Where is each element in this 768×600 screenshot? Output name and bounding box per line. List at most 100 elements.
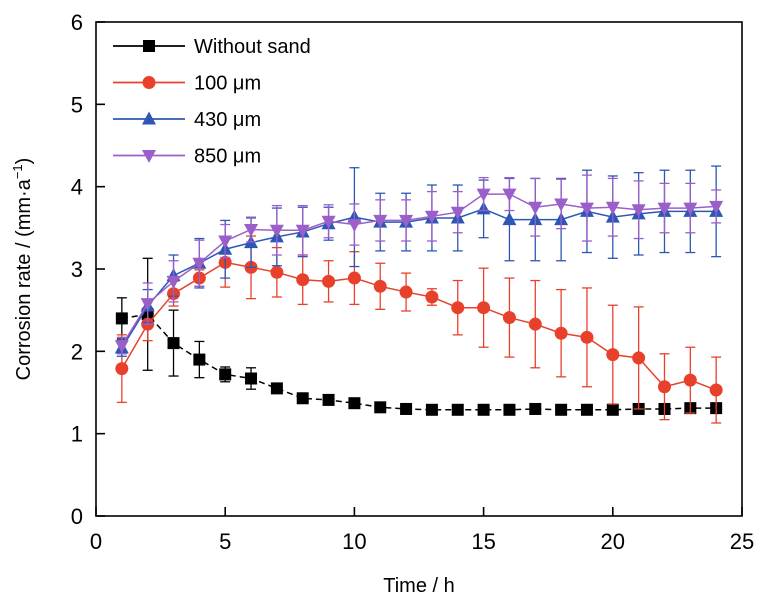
- data-point: [269, 224, 284, 238]
- data-point: [192, 257, 207, 271]
- y-axis-title: Corrosion rate / (mm·a−1): [10, 158, 35, 381]
- data-point: [114, 340, 129, 354]
- data-point: [167, 337, 180, 350]
- data-point: [555, 403, 568, 416]
- data-point: [528, 201, 543, 215]
- plot-frame: [95, 21, 743, 517]
- legend-label: Without sand: [194, 36, 311, 58]
- data-point: [399, 285, 413, 299]
- y-tick-label: 5: [71, 92, 83, 117]
- y-axis-title-superscript: −1: [10, 164, 25, 179]
- legend-label: 850 μm: [194, 146, 261, 168]
- legend-item: 850 μm: [113, 146, 261, 168]
- data-point: [451, 301, 465, 315]
- legend-marker: [142, 111, 156, 125]
- data-point: [373, 214, 388, 228]
- x-tick-label: 0: [90, 529, 102, 554]
- data-point: [450, 206, 465, 220]
- x-axis-title: Time / h: [383, 575, 455, 597]
- y-axis-title-text: Corrosion rate / (mm·a: [13, 178, 35, 380]
- data-point: [503, 403, 516, 416]
- y-tick-label: 1: [71, 422, 83, 447]
- data-point: [709, 200, 724, 214]
- data-point: [219, 368, 232, 381]
- data-point: [580, 403, 593, 416]
- data-point: [632, 351, 646, 365]
- data-point: [425, 290, 439, 304]
- data-point: [296, 273, 310, 287]
- data-point: [477, 301, 491, 315]
- data-point: [424, 210, 439, 224]
- data-point: [373, 279, 387, 293]
- plot-content: [114, 165, 724, 424]
- legend: Without sand 100 μm 430 μm 850 μm: [113, 36, 311, 168]
- y-tick-label: 3: [71, 257, 83, 282]
- data-point: [477, 403, 490, 416]
- legend-marker: [142, 76, 156, 89]
- data-point: [270, 265, 284, 279]
- data-point: [683, 202, 698, 216]
- data-point: [348, 397, 361, 410]
- data-point: [709, 383, 723, 397]
- data-point: [554, 326, 568, 340]
- data-point: [554, 198, 569, 212]
- data-point: [270, 382, 283, 395]
- data-point: [579, 202, 594, 216]
- series-0: [115, 257, 723, 416]
- data-point: [322, 393, 335, 406]
- data-point: [347, 271, 361, 285]
- data-point: [529, 402, 542, 415]
- series-line: [121, 208, 717, 349]
- series-line: [121, 313, 717, 411]
- x-tick-label: 10: [342, 529, 366, 554]
- legend-item: Without sand: [113, 36, 311, 58]
- data-point: [115, 312, 128, 325]
- y-tick-label: 4: [71, 175, 83, 200]
- data-point: [295, 224, 310, 238]
- data-point: [218, 235, 233, 249]
- data-point: [502, 188, 517, 202]
- data-point: [244, 223, 259, 237]
- data-point: [296, 392, 309, 405]
- axis-ticks: 0 5 10 15 20 25 0 1 2 3 4 5 6: [71, 10, 754, 554]
- legend-item: 430 μm: [113, 109, 261, 131]
- y-tick-label: 0: [71, 504, 83, 529]
- data-point: [502, 311, 516, 325]
- data-point: [374, 401, 387, 414]
- data-point: [166, 275, 181, 289]
- data-point: [115, 362, 129, 376]
- data-point: [657, 380, 671, 394]
- data-point: [580, 330, 594, 344]
- data-point: [140, 298, 155, 312]
- y-axis-title-close: ): [13, 158, 35, 165]
- data-point: [451, 403, 464, 416]
- y-tick-label: 6: [71, 10, 83, 35]
- series-line: [121, 261, 717, 391]
- data-point: [528, 317, 542, 331]
- y-tick-label: 2: [71, 339, 83, 364]
- series-2: [114, 165, 724, 357]
- data-point: [605, 201, 620, 215]
- legend-marker: [143, 40, 155, 52]
- series-1: [115, 235, 723, 424]
- data-point: [193, 353, 206, 366]
- data-point: [321, 215, 336, 229]
- data-point: [400, 402, 413, 415]
- x-tick-label: 25: [730, 529, 754, 554]
- data-point: [683, 373, 697, 387]
- data-point: [606, 348, 620, 362]
- data-point: [322, 274, 336, 288]
- series-3: [114, 174, 724, 355]
- x-tick-label: 5: [219, 529, 231, 554]
- data-point: [502, 212, 517, 226]
- data-point: [245, 372, 258, 385]
- data-point: [399, 214, 414, 228]
- x-tick-label: 20: [601, 529, 625, 554]
- data-point: [606, 403, 619, 416]
- legend-item: 100 μm: [113, 73, 261, 95]
- data-point: [425, 403, 438, 416]
- legend-label: 430 μm: [194, 109, 261, 131]
- legend-label: 100 μm: [194, 73, 261, 95]
- legend-marker: [142, 150, 156, 163]
- x-tick-label: 15: [471, 529, 495, 554]
